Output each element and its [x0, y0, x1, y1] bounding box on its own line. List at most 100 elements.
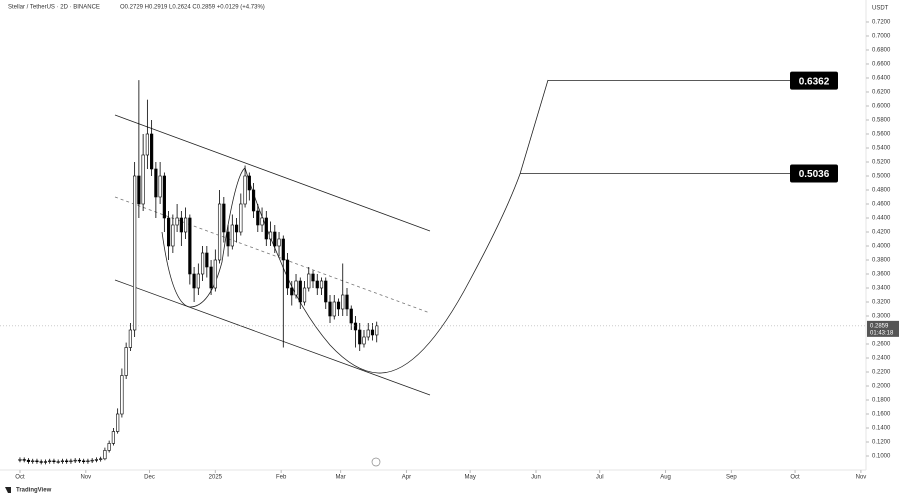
candle-body — [256, 210, 260, 226]
candle — [226, 224, 230, 257]
y-tick-label: 0.2600 — [872, 342, 891, 348]
candle-body — [196, 273, 200, 289]
candle — [175, 203, 179, 232]
candle — [341, 263, 345, 316]
candle-body — [192, 273, 196, 289]
x-tick-label: Dec — [144, 475, 155, 481]
y-tick-label: 0.5600 — [872, 132, 891, 138]
candle — [324, 277, 328, 309]
candle-body — [137, 175, 141, 205]
candle — [362, 329, 366, 348]
candle-body — [99, 458, 103, 460]
candle — [230, 214, 234, 250]
candle — [290, 280, 294, 306]
candle — [56, 459, 60, 464]
x-tick-label: Oct — [15, 475, 25, 481]
candle-body — [35, 460, 39, 462]
candle-body — [290, 287, 294, 296]
candle-body — [120, 375, 124, 415]
x-tick-label: Nov — [80, 475, 91, 481]
y-tick-label: 0.6800 — [872, 48, 891, 54]
y-tick-label: 0.6000 — [872, 104, 891, 110]
last-price-label: 0.2859 — [870, 323, 889, 329]
candle — [184, 207, 188, 239]
candle-body — [375, 325, 379, 336]
candle-body — [77, 459, 82, 462]
x-tick-label: Apr — [402, 475, 411, 481]
candle-body — [315, 280, 319, 289]
candle-body — [222, 203, 226, 233]
candle-body — [239, 203, 243, 233]
candle — [239, 193, 243, 236]
candle-body — [200, 252, 205, 275]
candle — [192, 266, 196, 302]
y-tick-label: 0.7200 — [872, 20, 891, 26]
candle — [52, 458, 56, 464]
candle — [111, 427, 115, 446]
candle — [145, 99, 149, 169]
candle-body — [209, 266, 213, 289]
y-tick-label: 0.6600 — [872, 62, 891, 68]
pattern-curve — [161, 79, 549, 374]
y-tick-label: 0.3400 — [872, 286, 891, 292]
candle — [213, 249, 217, 292]
candle-body — [251, 189, 256, 212]
candle-body — [226, 231, 230, 247]
candle-body — [124, 347, 128, 376]
candle-body — [370, 329, 375, 336]
candle — [162, 172, 166, 232]
candle-body — [150, 133, 154, 170]
candle-body — [60, 460, 65, 462]
candle — [73, 458, 77, 463]
y-tick-label: 0.2400 — [872, 356, 891, 362]
candle — [39, 459, 43, 465]
candle-body — [234, 224, 239, 233]
candle — [196, 263, 200, 295]
candle — [90, 458, 94, 463]
candle — [217, 189, 222, 264]
candle-body — [116, 413, 120, 432]
candle-body — [179, 217, 183, 233]
candle-body — [86, 460, 90, 462]
candle — [77, 458, 82, 463]
candle — [260, 207, 264, 232]
candle — [31, 458, 35, 464]
candle — [133, 161, 137, 337]
candle-body — [285, 259, 290, 289]
candle-body — [217, 203, 222, 261]
candle — [332, 294, 336, 320]
candle — [200, 245, 205, 281]
candle-body — [171, 224, 175, 247]
event-icon — [371, 457, 381, 467]
candle — [281, 235, 285, 348]
candle-body — [94, 459, 99, 461]
candle-body — [107, 443, 111, 451]
candle-body — [336, 301, 341, 310]
candle — [69, 458, 73, 464]
candle-body — [133, 175, 137, 331]
y-tick-label: 0.2000 — [872, 384, 891, 390]
candle — [60, 458, 65, 464]
y-tick-label: 0.6200 — [872, 90, 891, 96]
candle-body — [332, 301, 336, 317]
candle — [256, 203, 260, 232]
candle — [234, 217, 239, 243]
candle-body — [264, 217, 268, 240]
candle-body — [52, 460, 56, 462]
y-tick-label: 0.3000 — [872, 314, 891, 320]
candle — [137, 80, 141, 218]
candle-body — [273, 231, 277, 247]
candle — [35, 458, 39, 464]
candle — [264, 210, 268, 246]
candle — [107, 440, 111, 453]
candle — [116, 408, 120, 434]
candle-body — [103, 450, 107, 460]
header-ohlc: O0.2729 H0.2919 L0.2624 C0.2859 +0.0129 … — [120, 5, 265, 11]
x-tick-label: May — [464, 475, 475, 481]
candle-body — [205, 252, 209, 268]
candle-body — [31, 460, 35, 462]
channel-mid — [114, 196, 431, 314]
candle — [86, 458, 90, 464]
